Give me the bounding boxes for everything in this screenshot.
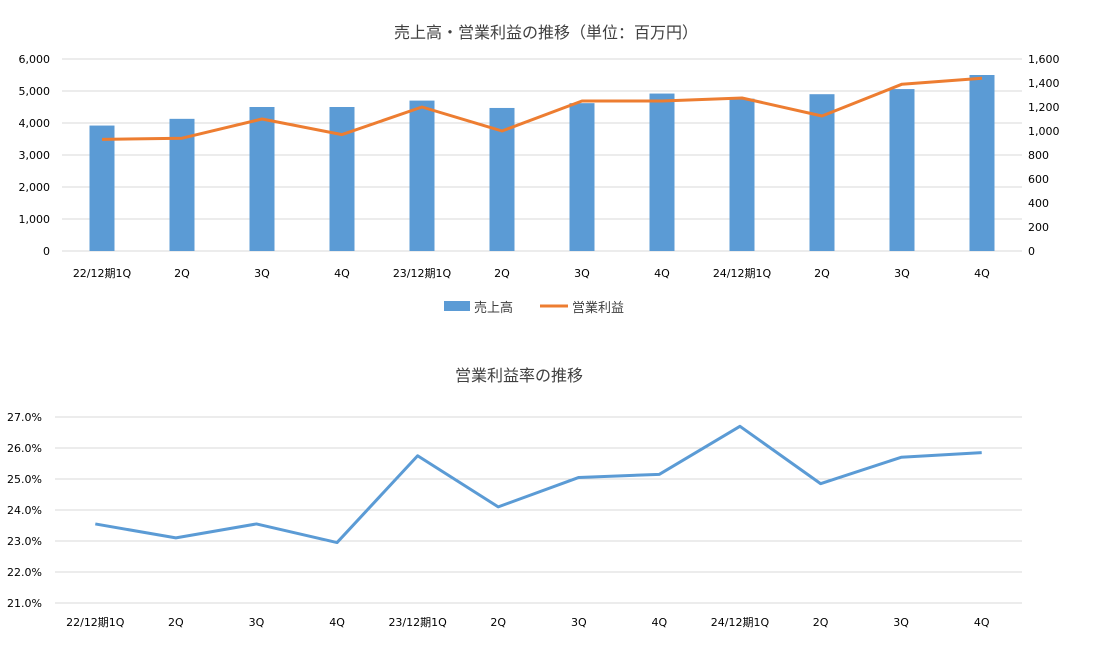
y2-tick-label: 1,600 <box>1028 53 1060 66</box>
x-tick-label: 3Q <box>893 616 909 629</box>
chart1-profit-line <box>101 76 983 141</box>
chart2-gridlines <box>55 416 1022 604</box>
sales-bar <box>969 75 995 251</box>
y2-tick-label: 600 <box>1028 173 1049 186</box>
y-tick-label: 0 <box>43 245 50 258</box>
x-tick-label: 3Q <box>254 267 270 280</box>
sales-operating-profit-chart: 売上高・営業利益の推移（単位：百万円） 6,000 5,000 4,000 3,000… <box>19 23 1060 316</box>
y2-tick-label: 200 <box>1028 221 1049 234</box>
x-tick-label: 4Q <box>334 267 350 280</box>
legend-label-sales: 売上高 <box>474 300 513 316</box>
x-tick-label: 2Q <box>813 616 829 629</box>
y-tick-label: 22.0% <box>7 566 42 579</box>
margin-series-line <box>95 424 982 545</box>
chart2-x-axis: 22/12期1Q 2Q 3Q 4Q 23/12期1Q 2Q 3Q 4Q 24/12期1Q 2Q 3Q… <box>66 616 990 629</box>
y-tick-label: 21.0% <box>7 597 42 610</box>
y-tick-label: 3,000 <box>19 149 51 162</box>
sales-bar <box>409 100 435 251</box>
x-tick-label: 2Q <box>494 267 510 280</box>
x-tick-label: 2Q <box>168 616 184 629</box>
sales-bar <box>89 125 115 251</box>
y2-tick-label: 1,000 <box>1028 125 1060 138</box>
y-tick-label: 27.0% <box>7 411 42 424</box>
x-tick-label: 3Q <box>574 267 590 280</box>
x-tick-label: 4Q <box>329 616 345 629</box>
x-tick-label: 4Q <box>654 267 670 280</box>
sales-bar <box>729 98 755 252</box>
x-tick-label: 23/12期1Q <box>388 616 447 629</box>
y2-tick-label: 400 <box>1028 197 1049 210</box>
x-tick-label: 22/12期1Q <box>73 267 132 280</box>
x-tick-label: 23/12期1Q <box>393 267 452 280</box>
y-tick-label: 6,000 <box>19 53 51 66</box>
x-tick-label: 3Q <box>571 616 587 629</box>
sales-bar <box>889 89 915 251</box>
y-tick-label: 5,000 <box>19 85 51 98</box>
sales-bar <box>169 118 195 251</box>
chart1-gridlines <box>62 58 1022 252</box>
y2-tick-label: 0 <box>1028 245 1035 258</box>
sales-bar <box>249 107 275 251</box>
y-tick-label: 23.0% <box>7 535 42 548</box>
y2-tick-label: 1,200 <box>1028 101 1060 114</box>
y2-tick-label: 1,400 <box>1028 77 1060 90</box>
y-tick-label: 1,000 <box>19 213 51 226</box>
chart2-title: 営業利益率の推移 <box>455 366 583 385</box>
x-tick-label: 3Q <box>249 616 265 629</box>
sales-bar <box>569 103 595 251</box>
profit-series-line <box>101 76 983 141</box>
y-tick-label: 2,000 <box>19 181 51 194</box>
x-tick-label: 4Q <box>974 267 990 280</box>
x-tick-label: 3Q <box>894 267 910 280</box>
sales-bar <box>649 93 675 251</box>
chart1-y-axis-right: 1,600 1,400 1,200 1,000 800 600 400 200 0 <box>1028 53 1060 258</box>
x-tick-label: 24/12期1Q <box>713 267 772 280</box>
x-tick-label: 4Q <box>652 616 668 629</box>
x-tick-label: 2Q <box>174 267 190 280</box>
x-tick-label: 2Q <box>814 267 830 280</box>
chart2-margin-line <box>95 424 982 545</box>
x-tick-label: 24/12期1Q <box>711 616 770 629</box>
y-tick-label: 4,000 <box>19 117 51 130</box>
y-tick-label: 25.0% <box>7 473 42 486</box>
y-tick-label: 24.0% <box>7 504 42 517</box>
x-tick-label: 4Q <box>974 616 990 629</box>
sales-bar <box>329 107 355 251</box>
chart1-bars <box>89 75 995 252</box>
y2-tick-label: 800 <box>1028 149 1049 162</box>
chart1-legend: 売上高 営業利益 <box>444 300 624 316</box>
chart1-title: 売上高・営業利益の推移（単位：百万円） <box>394 23 698 42</box>
chart2-y-axis: 27.0% 26.0% 25.0% 24.0% 23.0% 22.0% 21.0% <box>7 411 42 610</box>
chart1-y-axis-left: 6,000 5,000 4,000 3,000 2,000 1,000 0 <box>19 53 51 258</box>
x-tick-label: 2Q <box>490 616 506 629</box>
x-tick-label: 22/12期1Q <box>66 616 125 629</box>
legend-swatch-sales <box>444 301 470 311</box>
chart1-x-axis: 22/12期1Q 2Q 3Q 4Q 23/12期1Q 2Q 3Q 4Q 24/12期1Q 2Q 3Q… <box>73 267 990 280</box>
sales-bar <box>809 94 835 251</box>
operating-margin-chart: 営業利益率の推移 27.0%26.0%25.0%24.0%23.0%22.0%2… <box>7 366 1022 629</box>
legend-label-profit: 営業利益 <box>572 300 624 316</box>
y-tick-label: 26.0% <box>7 442 42 455</box>
